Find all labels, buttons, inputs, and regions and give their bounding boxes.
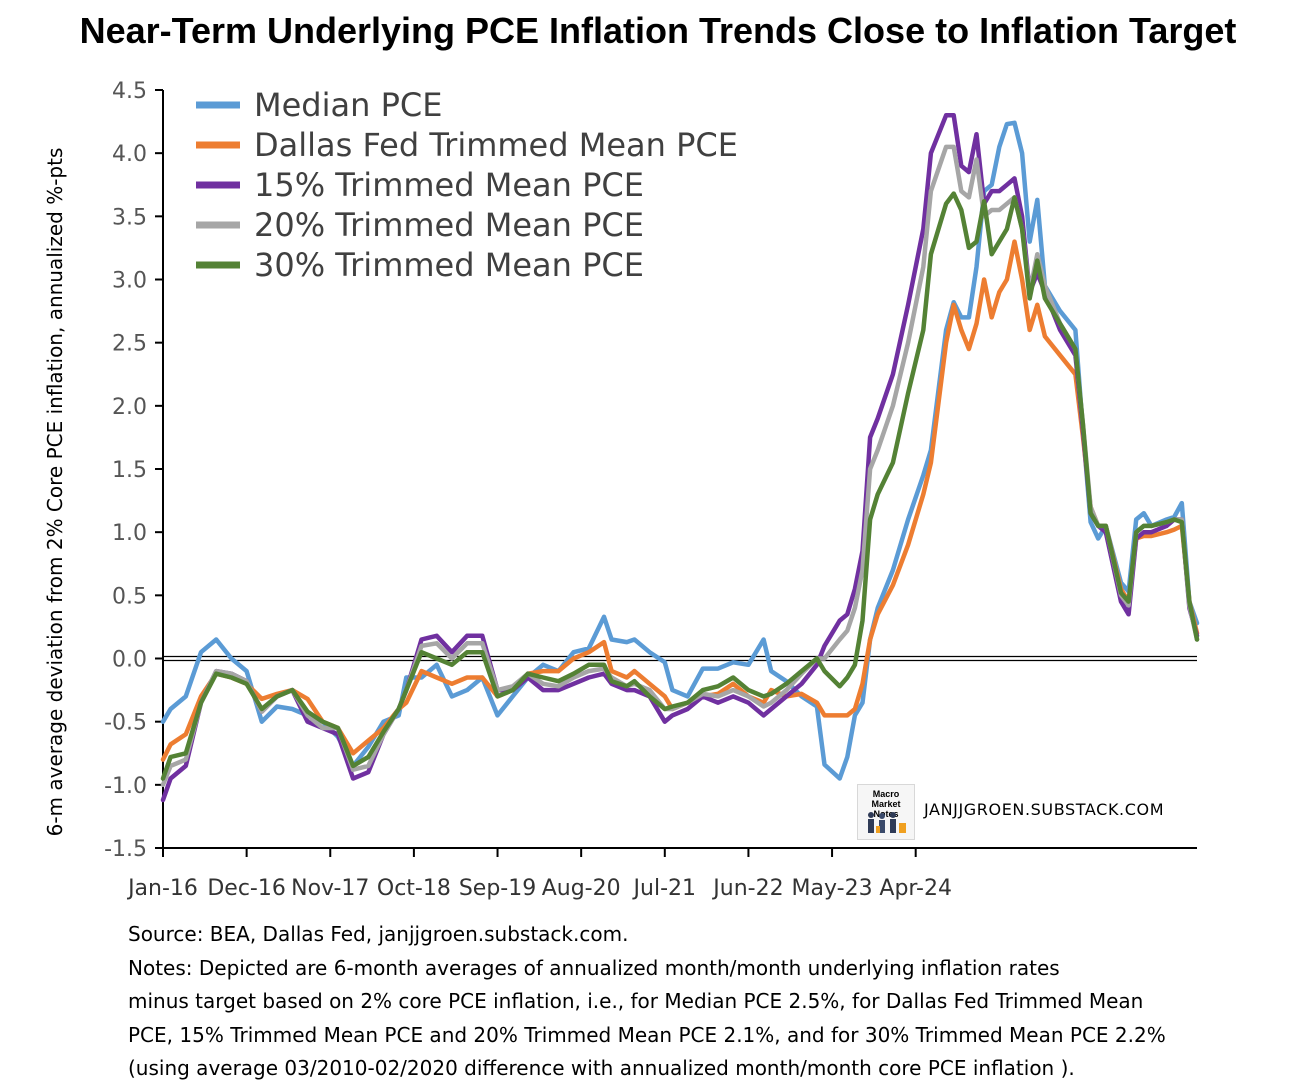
legend-label: 30% Trimmed Mean PCE bbox=[254, 246, 644, 284]
y-axis-label: 6-m average deviation from 2% Core PCE i… bbox=[43, 148, 67, 837]
x-tick-label: Nov-17 bbox=[291, 876, 369, 901]
y-tick-label: 3.0 bbox=[112, 269, 147, 294]
y-tick-label: -1.5 bbox=[104, 837, 147, 862]
x-tick-label: Dec-16 bbox=[207, 876, 286, 901]
y-tick-label: -0.5 bbox=[104, 711, 147, 736]
site-label: JANJJGROEN.SUBSTACK.COM bbox=[924, 800, 1165, 819]
y-tick-label: 2.5 bbox=[112, 332, 147, 357]
people-icon bbox=[868, 812, 906, 833]
y-tick-label: -1.0 bbox=[104, 774, 147, 799]
macro-market-notes-logo: Macro Market Notes bbox=[857, 784, 915, 840]
y-tick-label: 0.0 bbox=[112, 648, 147, 673]
legend-label: 15% Trimmed Mean PCE bbox=[254, 166, 644, 204]
x-tick-label: Jul-21 bbox=[632, 876, 696, 901]
plot-area bbox=[160, 113, 1200, 803]
x-tick-label: Jun-22 bbox=[711, 876, 783, 901]
y-tick-label: 4.5 bbox=[112, 79, 147, 104]
notes-line: (using average 03/2010-02/2020 differenc… bbox=[128, 1056, 1075, 1080]
chart-title: Near-Term Underlying PCE Inflation Trend… bbox=[79, 10, 1237, 51]
y-tick-label: 1.5 bbox=[112, 458, 147, 483]
series-line-30-trimmed-mean-pce bbox=[160, 191, 1200, 781]
notes-line: PCE, 15% Trimmed Mean PCE and 20% Trimme… bbox=[128, 1022, 1166, 1047]
logo-text: Macro Market Notes bbox=[871, 789, 901, 819]
legend-label: Dallas Fed Trimmed Mean PCE bbox=[254, 126, 738, 164]
y-tick-label: 0.5 bbox=[112, 584, 147, 609]
x-tick-label: Oct-18 bbox=[377, 876, 451, 901]
x-tick-label: May-23 bbox=[792, 876, 873, 901]
y-tick-label: 1.0 bbox=[112, 521, 147, 546]
x-tick-label: Apr-24 bbox=[879, 876, 952, 901]
legend-label: Median PCE bbox=[254, 86, 442, 124]
notes-line: minus target based on 2% core PCE inflat… bbox=[128, 989, 1144, 1013]
y-tick-label: 3.5 bbox=[112, 205, 147, 230]
x-tick-label: Aug-20 bbox=[542, 876, 621, 901]
source-note: Source: BEA, Dallas Fed, janjjgroen.subs… bbox=[128, 922, 629, 946]
x-tick-label: Sep-19 bbox=[459, 876, 536, 901]
axis-ticks: 4.5 4.0 3.5 3.0 2.5 2.0 1.5 1.0 0.5 0.0 -0.5 -1.0 -1… bbox=[104, 79, 952, 901]
legend-label: 20% Trimmed Mean PCE bbox=[254, 206, 644, 244]
chart-notes: Source: BEA, Dallas Fed, janjjgroen.subs… bbox=[128, 918, 1308, 1086]
y-tick-label: 4.0 bbox=[112, 142, 147, 167]
notes-line: Notes: Depicted are 6-month averages of … bbox=[128, 955, 1060, 980]
x-tick-label: Jan-16 bbox=[126, 876, 198, 901]
series-line-dallas-fed-trimmed-mean-pce bbox=[160, 239, 1200, 762]
y-tick-label: 2.0 bbox=[112, 395, 147, 420]
